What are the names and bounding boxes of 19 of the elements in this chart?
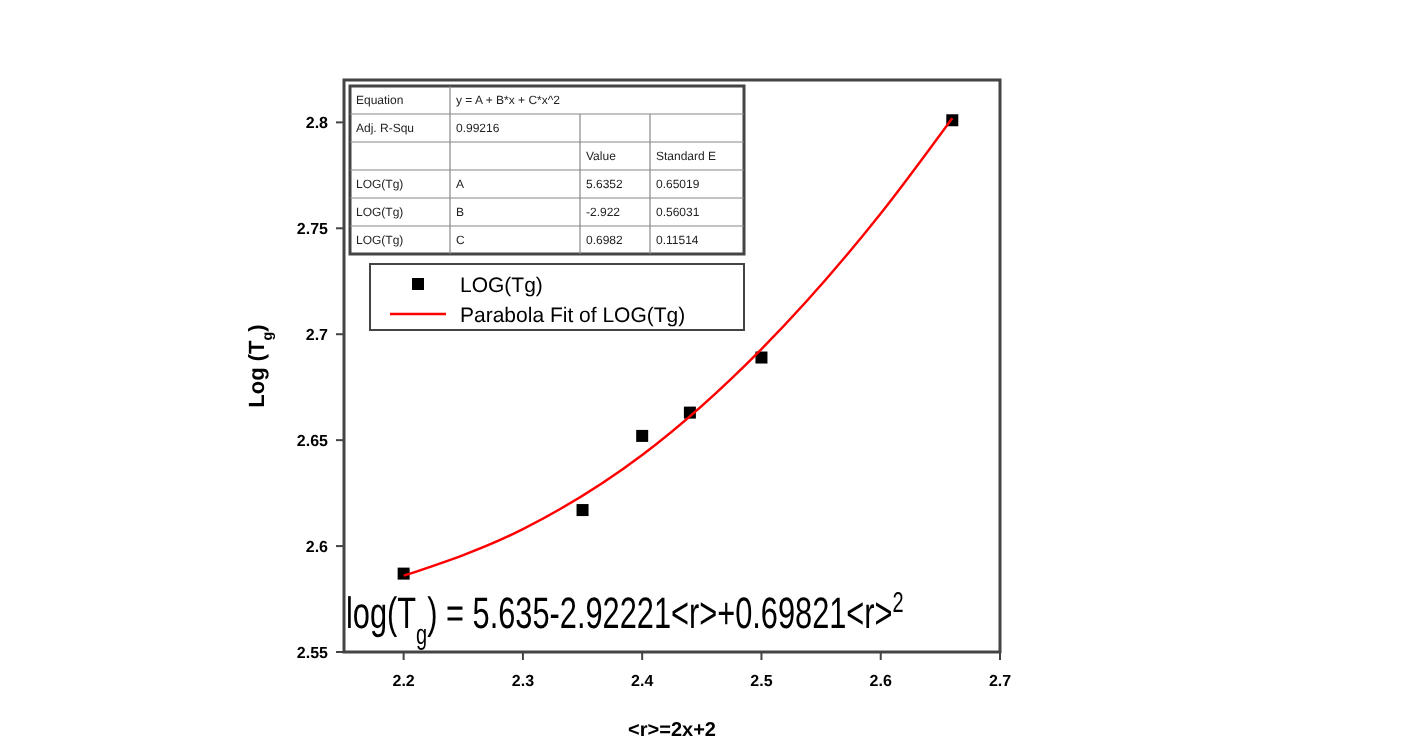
legend-label: LOG(Tg) [460,274,543,298]
legend-label: Parabola Fit of LOG(Tg) [460,304,686,328]
x-tick-label: 2.4 [631,672,655,690]
y-tick-label: 2.65 [296,432,330,451]
y-tick-label: 2.55 [296,644,330,662]
annotation: log(T$_{g}$) = 5.635-2.92221<r>+0.69821<r>$^{2}$ [346,586,904,652]
x-axis-title: <r>=2x+2 [628,720,717,742]
x-tick-label: 2.6 [869,672,893,690]
y-tick-label: 2.6 [305,538,330,557]
y-tick-label: 2.7 [305,326,330,345]
y-tick-label: 2.8 [305,114,330,133]
point [576,504,589,517]
x-tick-label: 2.3 [511,672,536,690]
x-tick-label: 2.5 [750,672,774,690]
x-tick-label: 2.7 [988,672,1013,690]
y-tick-label: 2.75 [296,220,330,239]
point [755,351,768,364]
x-tick-label: 2.2 [392,672,416,690]
point [636,429,649,442]
